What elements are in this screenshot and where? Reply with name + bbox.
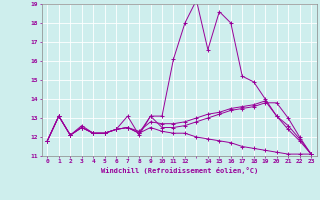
X-axis label: Windchill (Refroidissement éolien,°C): Windchill (Refroidissement éolien,°C)	[100, 167, 258, 174]
